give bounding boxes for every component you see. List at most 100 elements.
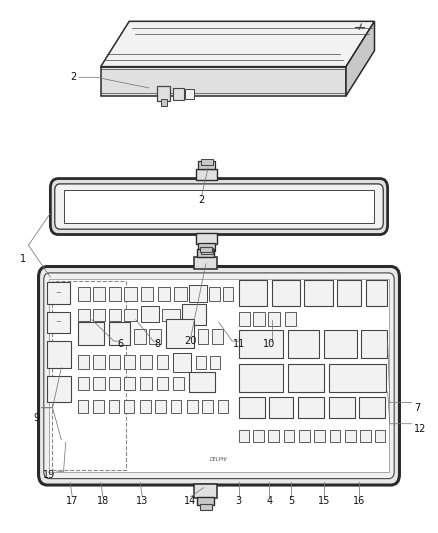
Bar (47, 312, 70, 333)
Bar (268, 312, 280, 326)
Bar (52, 281, 126, 470)
Bar (196, 356, 206, 369)
Bar (173, 377, 184, 390)
Bar (285, 312, 296, 326)
Bar (194, 257, 217, 269)
Bar (239, 397, 265, 418)
Bar (109, 287, 121, 301)
Bar (366, 280, 387, 306)
Text: 11: 11 (233, 339, 245, 349)
Bar (239, 430, 249, 442)
Bar (47, 282, 70, 304)
Bar (189, 285, 207, 302)
Bar (78, 400, 88, 413)
Text: 15: 15 (318, 496, 330, 506)
Text: 2: 2 (198, 195, 205, 205)
Bar (124, 400, 134, 413)
Text: 1: 1 (20, 254, 26, 263)
Bar (47, 376, 71, 402)
Bar (198, 243, 215, 251)
Bar (174, 287, 187, 301)
Bar (212, 329, 223, 344)
Bar (196, 169, 217, 180)
Bar (140, 377, 152, 390)
Bar (173, 353, 191, 372)
Bar (209, 287, 220, 301)
Bar (93, 400, 104, 413)
Bar (194, 484, 217, 498)
Text: ~: ~ (55, 319, 61, 326)
Bar (268, 430, 279, 442)
Bar (78, 322, 104, 345)
Bar (140, 400, 151, 413)
Text: 17: 17 (66, 496, 78, 506)
Bar (134, 329, 146, 344)
Bar (141, 287, 153, 301)
Bar (200, 247, 212, 252)
Text: 7: 7 (414, 403, 420, 413)
Bar (200, 504, 212, 510)
Bar (223, 287, 233, 301)
Bar (299, 430, 310, 442)
Bar (253, 430, 264, 442)
Text: 8: 8 (155, 339, 161, 349)
Bar (239, 280, 267, 306)
Bar (239, 364, 283, 392)
Bar (157, 355, 168, 369)
Text: 12: 12 (414, 424, 426, 434)
Bar (124, 355, 135, 369)
Bar (196, 233, 217, 244)
Bar (161, 99, 167, 106)
Text: 18: 18 (97, 496, 109, 506)
Bar (182, 304, 206, 325)
Bar (157, 86, 170, 101)
Bar (93, 309, 105, 321)
Text: 5: 5 (288, 496, 294, 506)
Bar (284, 430, 294, 442)
Bar (198, 161, 215, 169)
Text: 6: 6 (117, 339, 124, 349)
Text: 4: 4 (266, 496, 272, 506)
Bar (166, 319, 194, 348)
Bar (93, 355, 105, 369)
Bar (109, 309, 121, 321)
Text: 14: 14 (184, 496, 197, 506)
Bar (141, 306, 159, 322)
Bar (198, 329, 208, 344)
Bar (109, 322, 130, 345)
Bar (187, 400, 198, 413)
Bar (197, 249, 214, 257)
Bar (201, 248, 213, 254)
Bar (78, 377, 89, 390)
Bar (239, 330, 283, 358)
Bar (328, 397, 355, 418)
Bar (64, 190, 374, 223)
Bar (93, 287, 105, 301)
Bar (124, 377, 135, 390)
Bar (158, 287, 170, 301)
Bar (218, 400, 228, 413)
Bar (253, 312, 265, 326)
Bar (47, 341, 71, 368)
Bar (314, 430, 325, 442)
Bar (324, 330, 357, 358)
Bar (124, 287, 137, 301)
Bar (78, 355, 89, 369)
Text: 2: 2 (71, 72, 77, 82)
Bar (201, 159, 213, 165)
Polygon shape (346, 21, 374, 96)
Bar (155, 400, 166, 413)
Text: 10: 10 (263, 339, 276, 349)
Bar (197, 497, 214, 505)
Bar (49, 279, 389, 472)
Polygon shape (101, 21, 374, 67)
Text: 16: 16 (353, 496, 365, 506)
Bar (173, 88, 184, 100)
Bar (288, 364, 324, 392)
Text: 9: 9 (33, 414, 39, 423)
FancyBboxPatch shape (39, 266, 399, 485)
Bar (140, 355, 152, 369)
Text: 19: 19 (42, 471, 55, 480)
Bar (185, 89, 194, 99)
Bar (78, 309, 90, 321)
